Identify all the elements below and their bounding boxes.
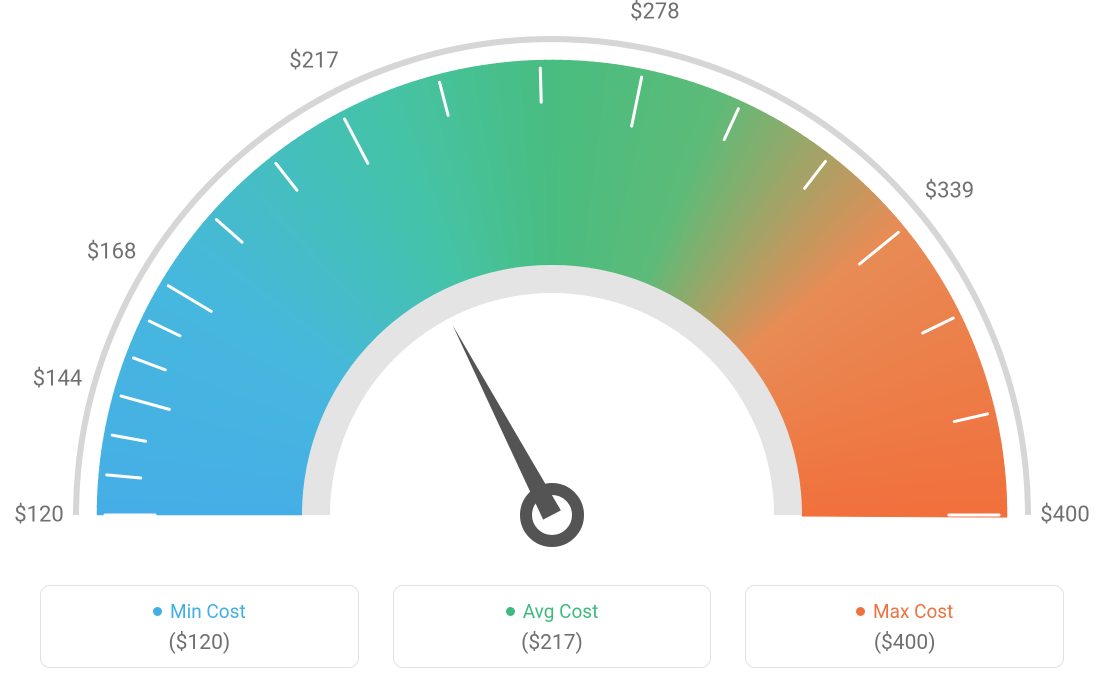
gauge-tick-label: $400 <box>1040 503 1089 528</box>
cost-gauge: $120 $144 $168 $217 $278 $339 $400 <box>0 0 1104 560</box>
legend-row: Min Cost ($120) Avg Cost ($217) Max Cost… <box>0 585 1104 668</box>
gauge-tick-label: $339 <box>925 178 974 203</box>
legend-value-avg: ($217) <box>394 631 711 655</box>
dot-icon <box>856 607 865 616</box>
legend-title-text: Max Cost <box>873 600 953 623</box>
legend-value-min: ($120) <box>41 631 358 655</box>
gauge-tick-label: $278 <box>630 0 679 25</box>
legend-card-min: Min Cost ($120) <box>40 585 359 668</box>
dot-icon <box>506 607 515 616</box>
gauge-tick-label: $120 <box>14 503 63 528</box>
legend-title-max: Max Cost <box>856 600 953 623</box>
legend-card-max: Max Cost ($400) <box>745 585 1064 668</box>
dot-icon <box>153 607 162 616</box>
gauge-tick-label: $144 <box>33 366 82 391</box>
legend-title-min: Min Cost <box>153 600 246 623</box>
legend-title-text: Avg Cost <box>523 600 599 623</box>
gauge-svg <box>0 0 1104 560</box>
legend-title-avg: Avg Cost <box>506 600 599 623</box>
gauge-tick-label: $168 <box>87 239 136 264</box>
gauge-needle <box>453 325 578 541</box>
legend-card-avg: Avg Cost ($217) <box>393 585 712 668</box>
legend-value-max: ($400) <box>746 631 1063 655</box>
legend-title-text: Min Cost <box>170 600 246 623</box>
gauge-tick-label: $217 <box>289 48 338 73</box>
